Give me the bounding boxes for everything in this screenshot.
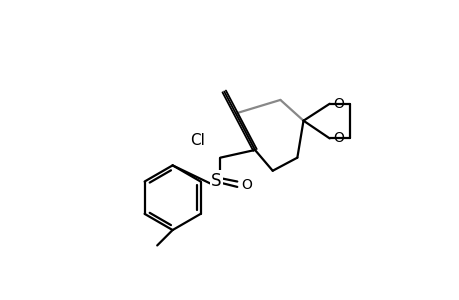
Text: S: S bbox=[211, 172, 221, 190]
Text: O: O bbox=[332, 97, 343, 111]
Text: Cl: Cl bbox=[190, 133, 205, 148]
Text: O: O bbox=[241, 178, 252, 192]
Text: O: O bbox=[332, 131, 343, 146]
